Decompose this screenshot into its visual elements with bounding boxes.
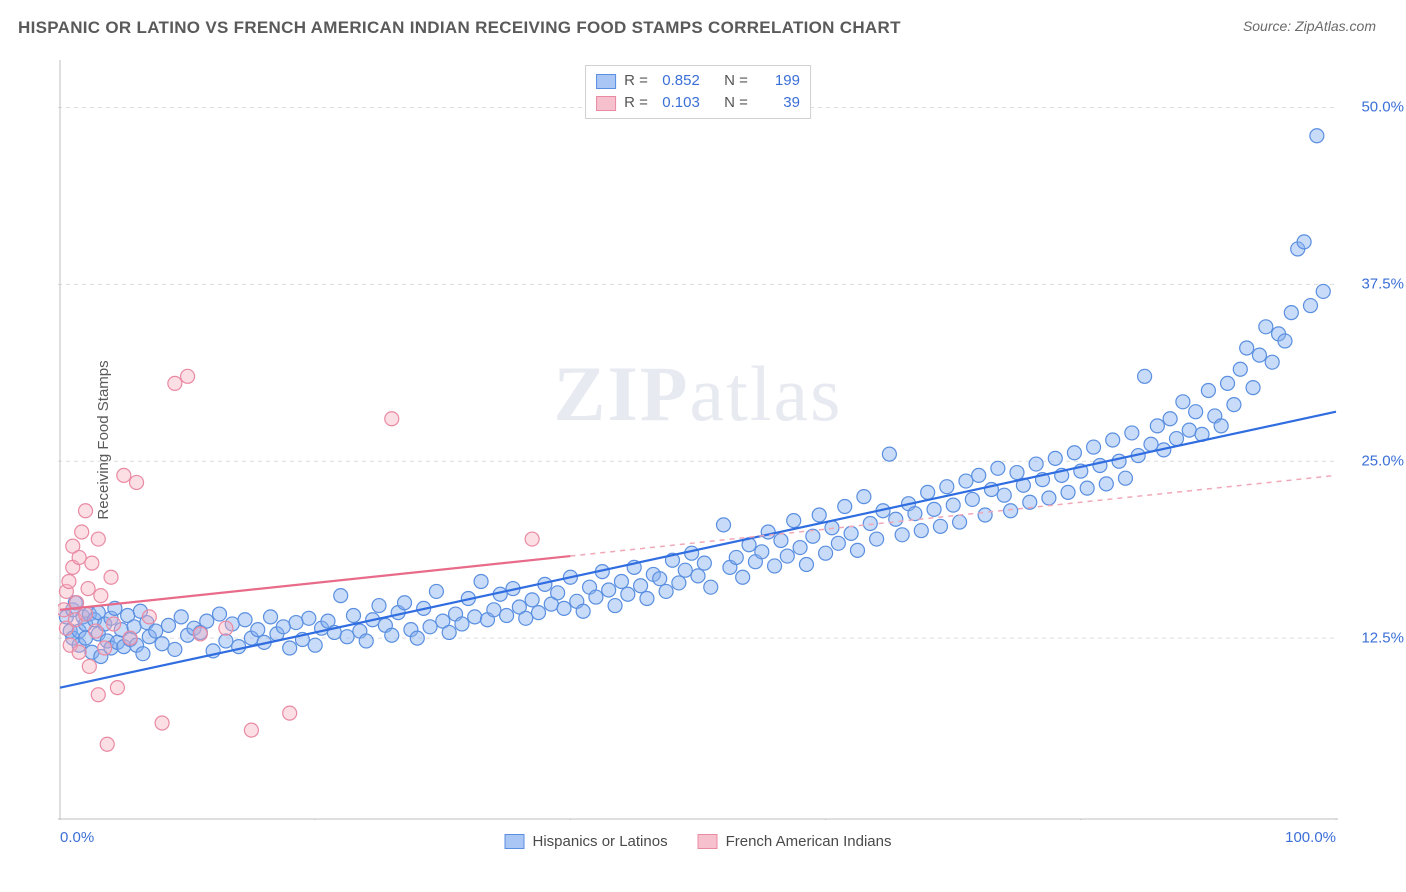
legend-row: R =0.852 N =199 — [596, 70, 800, 92]
x-tick-label: 100.0% — [1285, 829, 1336, 846]
source-attribution: Source: ZipAtlas.com — [1243, 18, 1376, 34]
legend-row: R =0.103 N =39 — [596, 92, 800, 114]
legend-series: Hispanics or Latinos French American Indi… — [505, 833, 892, 850]
legend-item: French American Indians — [698, 833, 892, 850]
chart-title: HISPANIC OR LATINO VS FRENCH AMERICAN IN… — [18, 18, 901, 38]
y-tick-label: 37.5% — [1361, 276, 1404, 293]
chart-area: Receiving Food Stamps ZIPatlas R =0.852 … — [58, 60, 1338, 820]
scatter-plot — [58, 60, 1338, 820]
y-tick-label: 50.0% — [1361, 99, 1404, 116]
legend-correlation: R =0.852 N =199 R =0.103 N =39 — [585, 65, 811, 119]
y-tick-label: 25.0% — [1361, 453, 1404, 470]
legend-item: Hispanics or Latinos — [505, 833, 668, 850]
x-tick-label: 0.0% — [60, 829, 94, 846]
y-tick-label: 12.5% — [1361, 630, 1404, 647]
